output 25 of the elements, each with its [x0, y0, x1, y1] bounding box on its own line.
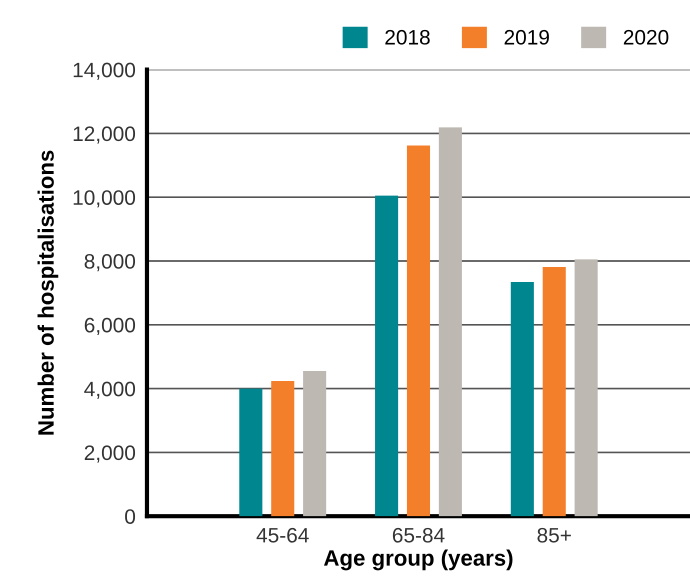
- y-tick-label: 12,000: [74, 126, 136, 144]
- y-tick-label: 8,000: [84, 254, 136, 272]
- bar: [542, 267, 566, 516]
- y-tick-label: 4,000: [84, 382, 136, 399]
- bar: [510, 282, 534, 516]
- bar: [406, 146, 430, 516]
- legend-label: 2018: [385, 30, 430, 45]
- x-axis-title: Age group (years): [324, 550, 512, 570]
- y-tick-label: 14,000: [74, 62, 136, 80]
- x-tick-label: 45-64: [256, 528, 309, 543]
- y-tick-label: 0: [125, 509, 136, 524]
- bar: [271, 380, 294, 516]
- x-tick-label: 65-84: [392, 528, 445, 543]
- bar: [303, 371, 326, 516]
- legend-label: 2020: [624, 30, 668, 45]
- y-tick-label: 6,000: [84, 318, 136, 336]
- y-tick-label: 2,000: [84, 445, 136, 463]
- legend-label: 2019: [504, 30, 549, 45]
- bar: [438, 127, 462, 516]
- y-axis-title: Number of hospitalisations: [38, 150, 58, 435]
- bar: [375, 196, 398, 516]
- bar: [574, 259, 598, 516]
- bar: [239, 388, 262, 516]
- y-tick-label: 10,000: [74, 190, 136, 208]
- x-tick-label: 85+: [537, 528, 571, 543]
